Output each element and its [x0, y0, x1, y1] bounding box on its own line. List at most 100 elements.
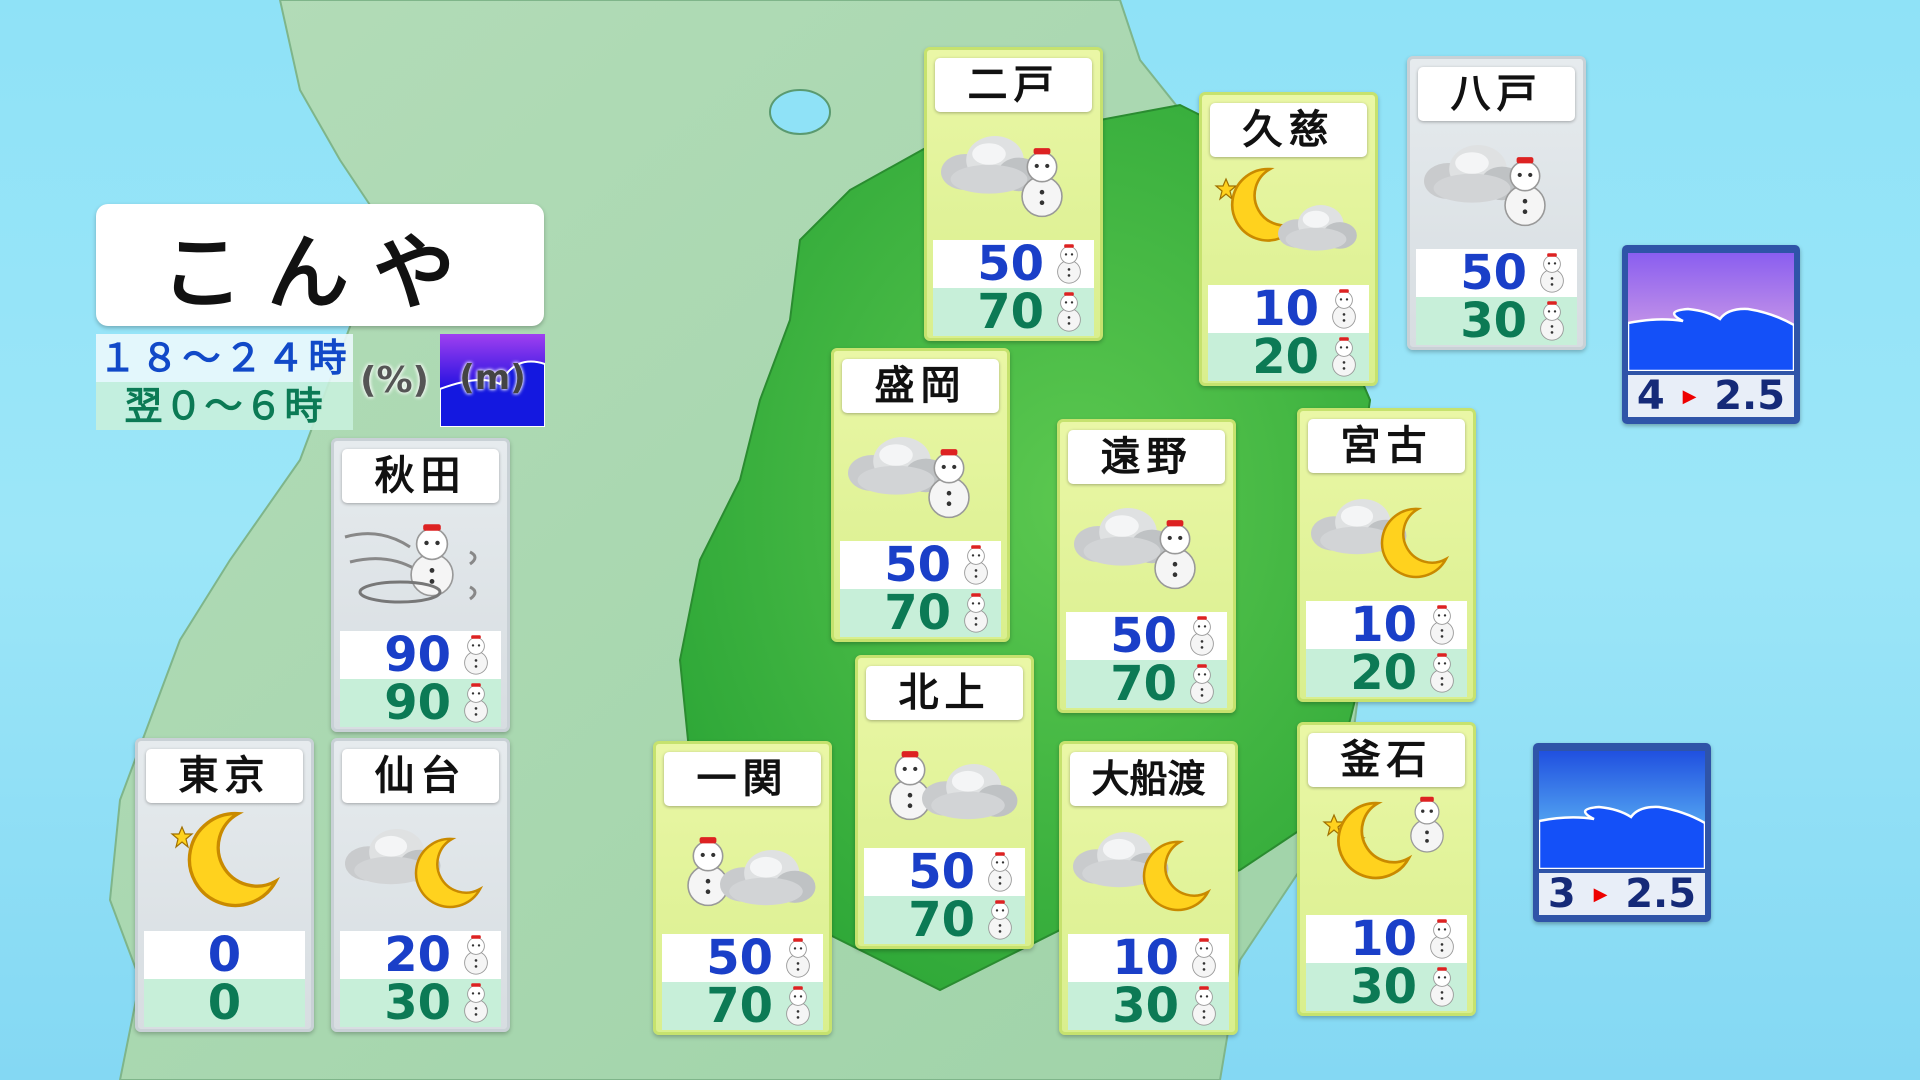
snowman-icon	[464, 983, 488, 1023]
precip-overnight-value: 90	[384, 675, 451, 731]
snowman-small-icon	[1057, 244, 1081, 284]
snowman-icon	[1190, 616, 1214, 656]
wave-icon	[440, 360, 545, 427]
arrow-right-icon: ▶	[1682, 385, 1697, 407]
precip-evening: 10	[1068, 930, 1229, 986]
city-name: 遠野	[1068, 430, 1225, 484]
snowman-icon	[1057, 244, 1081, 284]
precip-evening: 20	[340, 927, 501, 983]
period-evening: １８～２４時	[96, 334, 353, 382]
weather-cloud-moon-icon	[1311, 499, 1450, 579]
snowman-small-icon	[1430, 653, 1454, 693]
precip-evening-value: 90	[384, 627, 451, 683]
snowman-icon	[964, 593, 988, 633]
precip-evening: 50	[1416, 245, 1577, 301]
snowman-small-icon	[786, 938, 810, 978]
snowman-icon	[889, 751, 931, 821]
city-name: 宮古	[1308, 419, 1465, 473]
city-name: 八戸	[1418, 67, 1575, 121]
snowman-icon	[786, 938, 810, 978]
wind-lines-icon	[344, 532, 477, 601]
snowman-small-icon	[464, 935, 488, 975]
city-card: 久慈 10 20	[1199, 92, 1378, 386]
precip-overnight-value: 20	[1252, 329, 1319, 385]
weather-cloud-snow-icon	[848, 437, 970, 519]
precip-overnight: 70	[840, 585, 1001, 641]
precip-evening: 10	[1306, 911, 1467, 967]
snowman-small-icon	[786, 986, 810, 1026]
precip-evening: 50	[1066, 608, 1227, 664]
cloud-icon	[720, 850, 816, 906]
snowman-small-icon	[1430, 919, 1454, 959]
precip-overnight-value: 70	[908, 892, 975, 948]
weather-moon-cloud-stars-icon	[1214, 167, 1357, 251]
precip-evening: 0	[144, 927, 305, 983]
period-overnight: 翌０～６時	[96, 382, 353, 430]
snowman-icon	[1540, 253, 1564, 293]
weather-snow-cloud-icon	[889, 751, 1018, 821]
snowman-icon	[1332, 289, 1356, 329]
snowman-icon	[1410, 796, 1444, 853]
snowman-icon	[988, 900, 1012, 940]
precip-evening: 50	[840, 537, 1001, 593]
city-name: 一関	[664, 752, 821, 806]
snowman-icon	[1430, 605, 1454, 645]
snowman-icon	[1192, 938, 1216, 978]
wind-swirl-icon	[358, 580, 442, 604]
snowman-icon	[1430, 653, 1454, 693]
city-card: 宮古 10 20	[1297, 408, 1476, 702]
wave-later: 2.5	[1625, 871, 1697, 917]
snowman-icon	[988, 852, 1012, 892]
precip-overnight-value: 30	[1350, 959, 1417, 1015]
precip-overnight: 90	[340, 675, 501, 731]
city-name: 盛岡	[842, 359, 999, 413]
wave-unit-legend: (m)	[440, 334, 545, 427]
wave-now: 4	[1636, 373, 1665, 419]
snowman-small-icon	[964, 593, 988, 633]
precip-overnight-value: 30	[1460, 293, 1527, 349]
snowman-icon	[1430, 919, 1454, 959]
precip-evening: 10	[1208, 281, 1369, 337]
star-icon	[1214, 177, 1238, 201]
precip-evening-value: 50	[1460, 245, 1527, 301]
weather-moon-snow-stars-icon	[1322, 796, 1444, 880]
weather-cloud-snow-icon	[1074, 508, 1196, 590]
snowman-small-icon	[464, 983, 488, 1023]
precip-overnight: 20	[1208, 329, 1369, 385]
city-card: 大船渡 10 30	[1059, 741, 1238, 1035]
precip-overnight: 70	[662, 978, 823, 1034]
city-card: 釜石 10 30	[1297, 722, 1476, 1016]
page-title: こんや	[96, 204, 544, 326]
weather-cloud-moon-icon	[345, 829, 484, 909]
city-name: 二戸	[935, 58, 1092, 112]
snowman-icon	[687, 837, 729, 907]
precip-evening-value: 50	[884, 537, 951, 593]
cloud-icon	[922, 764, 1018, 820]
weather-snowstorm-icon	[344, 524, 477, 604]
percent-unit: (%)	[360, 360, 429, 401]
precip-overnight: 70	[933, 284, 1094, 340]
snowman-icon	[1192, 986, 1216, 1026]
arrow-right-icon: ▶	[1593, 883, 1608, 905]
precip-evening: 10	[1306, 597, 1467, 653]
snowman-icon	[1021, 148, 1063, 218]
moon-icon	[414, 837, 484, 909]
precip-evening-value: 50	[977, 236, 1044, 292]
snowman-small-icon	[988, 900, 1012, 940]
snowman-icon	[464, 935, 488, 975]
wave-height-south: 3 ▶ 2.5	[1533, 743, 1711, 922]
snowman-small-icon	[1430, 605, 1454, 645]
snowman-small-icon	[464, 635, 488, 675]
wave-icon	[1539, 751, 1705, 869]
city-card: 東京 0 0	[135, 738, 314, 1032]
city-card: 北上 50 70	[855, 655, 1034, 949]
precip-overnight-value: 70	[1110, 656, 1177, 712]
precip-overnight-value: 30	[1112, 978, 1179, 1034]
snowman-icon	[464, 683, 488, 723]
snowman-small-icon	[1190, 664, 1214, 704]
precip-overnight-value: 30	[384, 975, 451, 1031]
precip-overnight-value: 70	[884, 585, 951, 641]
weather-cloud-moon-icon	[1073, 832, 1212, 912]
snowman-small-icon	[1192, 938, 1216, 978]
wave-now: 3	[1547, 871, 1576, 917]
